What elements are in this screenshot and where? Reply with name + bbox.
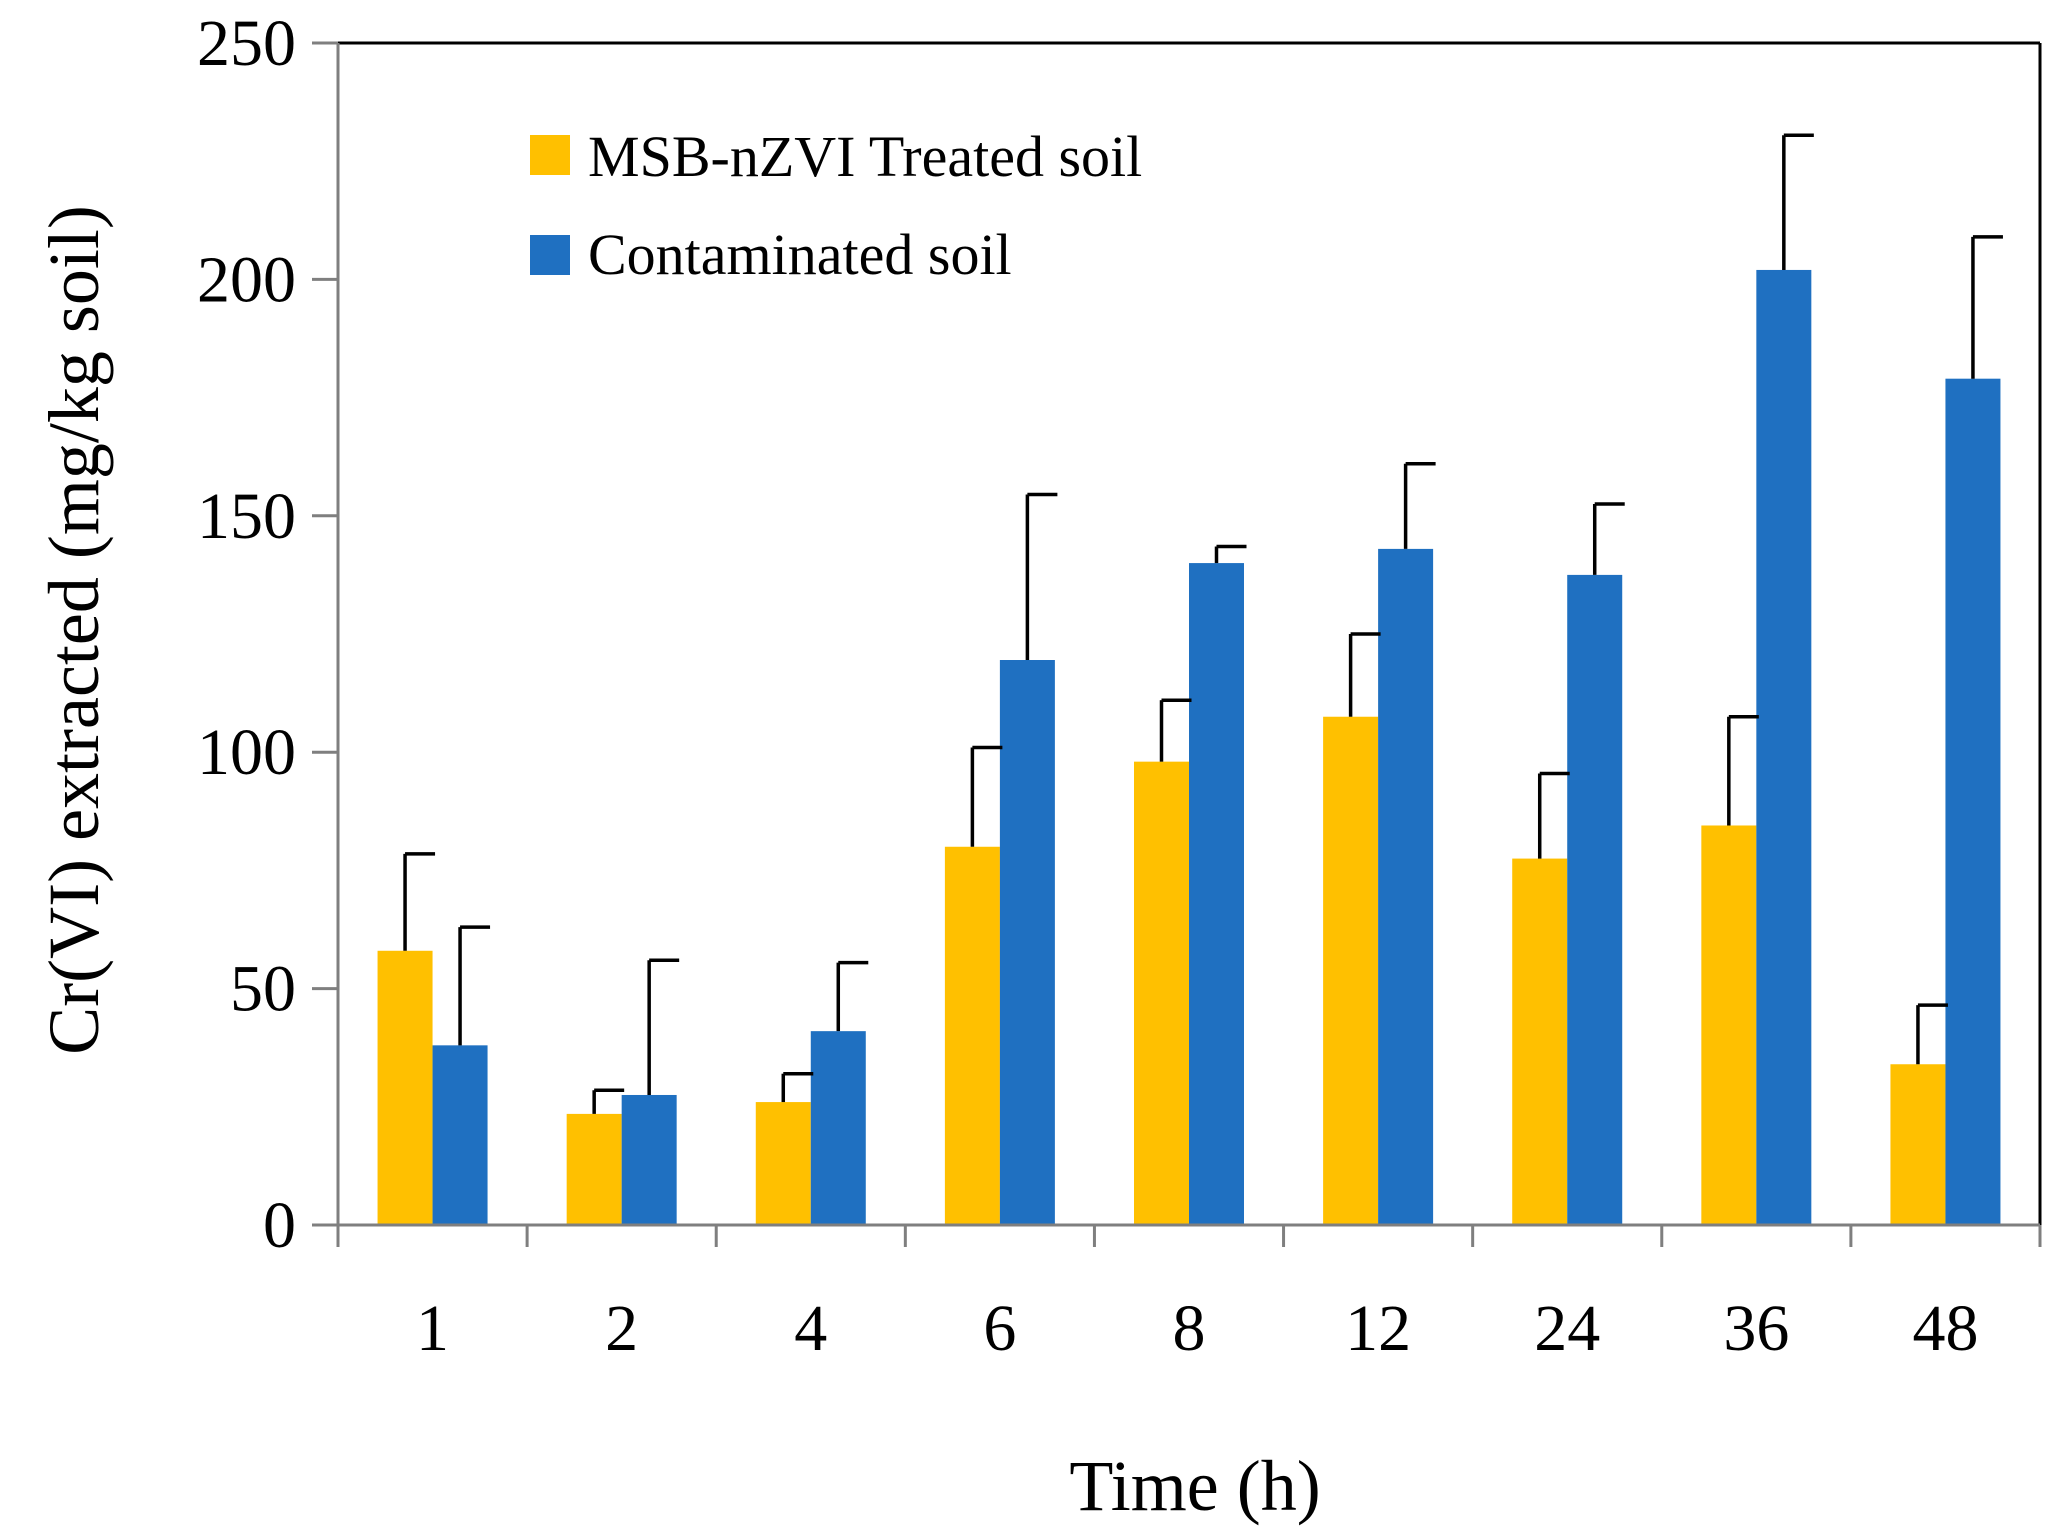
y-tick-label: 150 <box>197 480 296 553</box>
x-tick-label: 36 <box>1723 1292 1789 1365</box>
x-tick-label: 24 <box>1534 1292 1600 1365</box>
y-tick-label: 250 <box>197 7 296 80</box>
plot-frame <box>336 41 2042 1227</box>
x-tick-label: 8 <box>1173 1292 1206 1365</box>
bar <box>1134 761 1189 1225</box>
bar <box>1890 1064 1946 1225</box>
bar <box>1567 574 1623 1225</box>
y-tick-label: 100 <box>197 716 296 789</box>
bar-series <box>377 269 2001 1226</box>
legend-label-contaminated: Contaminated soil <box>588 222 1012 287</box>
x-tick-label: 1 <box>416 1292 449 1365</box>
x-tick-label: 6 <box>983 1292 1016 1365</box>
legend-swatch-treated <box>530 135 570 175</box>
y-axis-title: Cr(VI) extracted (mg/kg soil) <box>34 205 114 1055</box>
x-axis-ticks: 1 2 4 6 8 12 24 36 48 <box>336 1225 2042 1365</box>
bar <box>1701 825 1757 1225</box>
bar <box>432 1045 488 1225</box>
bar <box>1945 378 2001 1225</box>
bar <box>1189 563 1244 1225</box>
error-bars <box>403 133 2003 1114</box>
bar <box>810 1031 866 1225</box>
y-axis-ticks: 0 50 100 150 200 250 <box>197 7 338 1262</box>
x-tick-label: 48 <box>1912 1292 1978 1365</box>
bar <box>999 660 1055 1225</box>
bar <box>621 1094 677 1225</box>
bar <box>1323 716 1379 1225</box>
bar <box>755 1102 811 1225</box>
bar <box>1378 548 1434 1225</box>
bar <box>566 1113 622 1225</box>
bar <box>944 846 1000 1225</box>
bar <box>1512 858 1568 1225</box>
x-tick-label: 2 <box>605 1292 638 1365</box>
x-tick-label: 4 <box>794 1292 827 1365</box>
y-tick-label: 0 <box>263 1189 296 1262</box>
y-tick-label: 50 <box>230 953 296 1026</box>
y-tick-label: 200 <box>197 243 296 316</box>
legend-swatch-contaminated <box>530 235 570 275</box>
legend-label-treated: MSB-nZVI Treated soil <box>588 124 1142 189</box>
x-axis-title: Time (h) <box>1069 1446 1320 1526</box>
legend: MSB-nZVI Treated soil Contaminated soil <box>530 124 1142 287</box>
x-tick-label: 12 <box>1345 1292 1411 1365</box>
bar <box>377 950 433 1225</box>
bar <box>1756 269 1812 1226</box>
